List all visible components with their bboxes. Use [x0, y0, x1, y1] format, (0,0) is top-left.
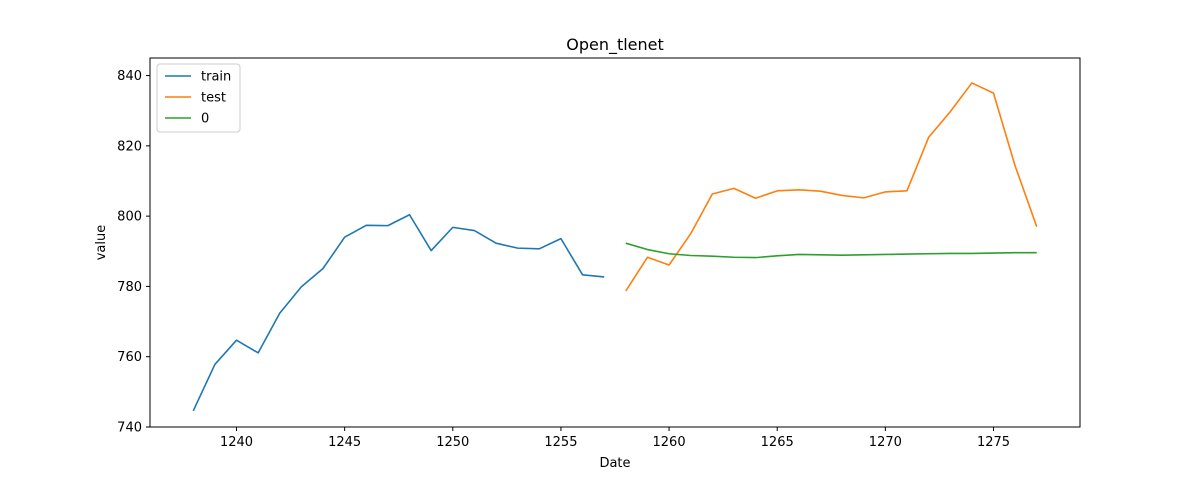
- plot-frame: [149, 57, 1081, 428]
- x-tick-label: 1255: [544, 435, 577, 450]
- x-axis: 1240 1245 1250 1255 1260 1265 1270 1275: [220, 427, 1010, 450]
- y-tick-label: 780: [117, 280, 142, 295]
- y-axis: 740 760 780 800 820 840: [117, 69, 150, 436]
- y-tick-label: 760: [117, 350, 142, 365]
- y-tick-label: 820: [117, 139, 142, 154]
- y-axis-label: value: [94, 225, 109, 261]
- x-axis-label: Date: [599, 456, 630, 471]
- y-tick-label: 800: [117, 210, 142, 225]
- x-tick-label: 1265: [761, 435, 794, 450]
- series-line-test: [625, 82, 1038, 292]
- legend-label: train: [201, 70, 231, 85]
- x-tick-label: 1270: [869, 435, 902, 450]
- series-line-0: [625, 242, 1037, 259]
- x-tick-label: 1240: [220, 435, 253, 450]
- legend-label: test: [201, 91, 226, 106]
- plot-area: [192, 82, 1038, 412]
- y-tick-label: 840: [117, 69, 142, 84]
- legend: train test 0: [156, 63, 241, 133]
- x-tick-label: 1260: [653, 435, 686, 450]
- x-tick-label: 1245: [328, 435, 361, 450]
- x-tick-label: 1250: [436, 435, 469, 450]
- x-tick-label: 1275: [977, 435, 1010, 450]
- series-line-train: [192, 213, 605, 412]
- legend-box: [156, 63, 241, 133]
- chart-title: Open_tlenet: [566, 35, 664, 55]
- legend-label: 0: [201, 112, 209, 127]
- y-tick-label: 740: [117, 421, 142, 436]
